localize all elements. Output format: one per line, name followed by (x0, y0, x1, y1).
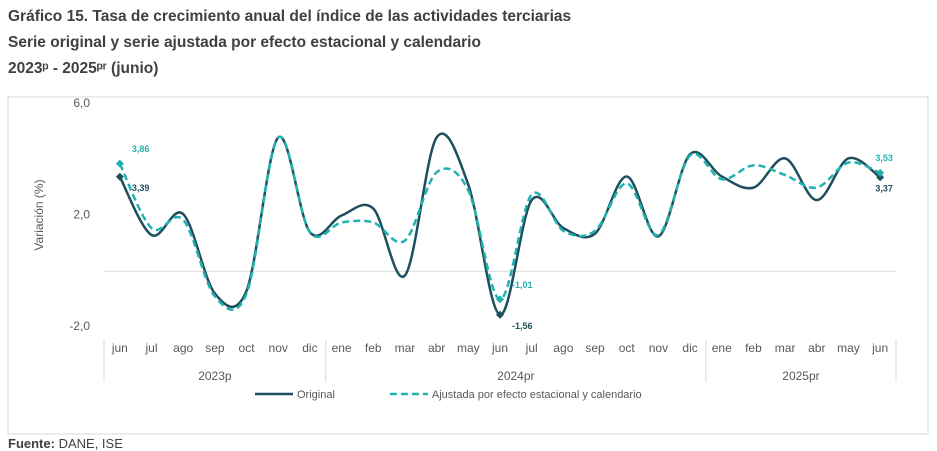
x-tick-label: jul (525, 341, 538, 355)
x-tick-label: may (457, 341, 480, 355)
legend-label: Ajustada por efecto estacional y calenda… (432, 389, 642, 401)
end-marker (876, 173, 885, 182)
data-label: 3,37 (875, 184, 893, 194)
x-tick-label: oct (619, 341, 636, 355)
x-tick-label: feb (365, 341, 382, 355)
source-label: Fuente: (8, 436, 55, 451)
x-tick-label: dic (302, 341, 317, 355)
end-marker (876, 168, 885, 177)
end-marker (496, 310, 504, 319)
y-tick-label: 6,0 (73, 96, 90, 110)
data-label: -1,56 (512, 321, 533, 331)
x-tick-label: sep (205, 341, 225, 355)
x-tick-label: sep (585, 341, 605, 355)
y-axis-label: Variación (%) (32, 179, 46, 250)
x-tick-label: jun (111, 341, 128, 355)
group-label: 2025pr (782, 369, 819, 383)
chart-period: 2023ᵖ - 2025ᵖʳ (junio) (8, 60, 158, 77)
data-label: 3,39 (132, 183, 150, 193)
source-text: DANE, ISE (59, 436, 124, 451)
x-tick-label: nov (269, 341, 288, 355)
group-label: 2023p (198, 369, 232, 383)
x-tick-label: oct (239, 341, 256, 355)
x-tick-label: jun (871, 341, 888, 355)
legend-label: Original (297, 389, 335, 401)
x-tick-label: ene (332, 341, 352, 355)
data-label: 3,86 (132, 144, 150, 154)
series-line (118, 135, 881, 311)
group-label: 2024pr (497, 369, 534, 383)
x-tick-label: dic (682, 341, 697, 355)
x-tick-label: jun (491, 341, 508, 355)
x-tick-label: ago (553, 341, 573, 355)
chart-subtitle: Serie original y serie ajustada por efec… (8, 34, 481, 51)
x-tick-label: may (837, 341, 860, 355)
x-tick-label: nov (649, 341, 668, 355)
series-line (118, 132, 881, 316)
source: Fuente: DANE, ISE (8, 436, 123, 451)
x-tick-label: mar (775, 341, 796, 355)
end-marker (115, 159, 124, 168)
x-tick-label: abr (808, 341, 825, 355)
x-tick-label: ago (173, 341, 193, 355)
y-tick-label: -2,0 (69, 319, 90, 333)
plot-frame (7, 96, 929, 435)
data-label: 3,53 (875, 153, 893, 163)
end-marker (115, 172, 124, 181)
x-tick-label: mar (395, 341, 416, 355)
x-tick-label: jul (145, 341, 158, 355)
x-tick-label: feb (745, 341, 762, 355)
chart-title: Gráfico 15. Tasa de crecimiento anual de… (8, 8, 571, 25)
x-tick-label: abr (428, 341, 445, 355)
x-tick-label: ene (712, 341, 732, 355)
data-label: -1,01 (512, 280, 533, 290)
y-tick-label: 2,0 (73, 208, 90, 222)
end-marker (496, 295, 504, 304)
